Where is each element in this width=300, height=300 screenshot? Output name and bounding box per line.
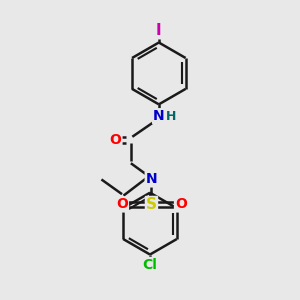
Text: O: O <box>175 197 187 212</box>
Text: N: N <box>153 109 165 123</box>
Text: Cl: Cl <box>142 258 158 272</box>
Text: O: O <box>110 133 122 147</box>
Text: H: H <box>166 110 176 123</box>
Text: S: S <box>146 197 157 212</box>
Text: O: O <box>116 197 128 212</box>
Text: N: N <box>146 172 157 186</box>
Text: I: I <box>156 23 162 38</box>
